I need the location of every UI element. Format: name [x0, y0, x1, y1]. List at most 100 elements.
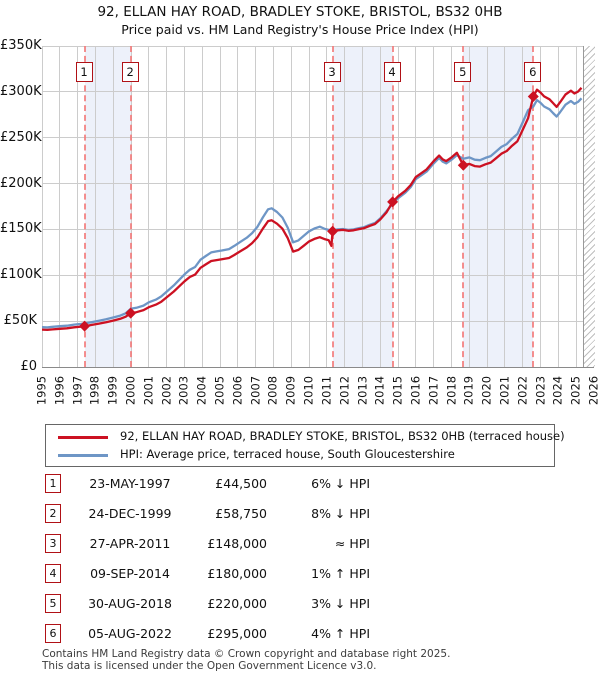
chart-subtitle: Price paid vs. HM Land Registry's House … [121, 22, 479, 37]
grid-line-horizontal [42, 91, 594, 93]
owned-period-band [463, 46, 534, 367]
grid-line-vertical [166, 46, 168, 367]
x-axis-year-label: 1995 [34, 375, 49, 406]
x-axis-year-label: 2014 [372, 375, 387, 406]
y-axis-tick-label: £350K [0, 38, 42, 53]
grid-line-vertical [522, 46, 524, 367]
grid-line-vertical [540, 46, 542, 367]
sale-marker [457, 159, 469, 171]
sale-marker [79, 320, 91, 332]
row-number-badge: 5 [45, 594, 61, 613]
x-axis-year-label: 2008 [265, 375, 280, 406]
event-line [462, 46, 465, 367]
sale-price: £58,750 [215, 506, 267, 521]
event-badge: 1 [75, 62, 93, 82]
hpi-relation: 3% ↓ HPI [311, 596, 370, 611]
event-badge: 5 [454, 62, 472, 82]
hpi-line [42, 97, 583, 329]
hpi-relation: 1% ↑ HPI [311, 566, 370, 581]
grid-line-vertical [362, 46, 364, 367]
grid-line-vertical [433, 46, 435, 367]
grid-line-vertical [415, 46, 417, 367]
legend-label: HPI: Average price, terraced house, Sout… [120, 447, 455, 461]
grid-line-horizontal [42, 320, 594, 322]
x-axis-year-label: 2004 [194, 375, 209, 406]
x-axis-year-label: 2026 [586, 375, 600, 406]
x-axis-year-label: 2016 [408, 375, 423, 406]
sale-price: £148,000 [207, 536, 267, 551]
grid-line-horizontal [42, 45, 594, 47]
sale-price: £44,500 [215, 476, 267, 491]
sale-price: £180,000 [207, 566, 267, 581]
x-axis-year-label: 2024 [550, 375, 565, 406]
footer-line-2: This data is licensed under the Open Gov… [42, 660, 377, 672]
y-axis-tick-label: £250K [0, 129, 42, 145]
event-badge: 4 [383, 62, 401, 82]
grid-line-vertical [308, 46, 310, 367]
hpi-relation: ≈ HPI [334, 536, 370, 551]
x-axis-year-label: 2001 [141, 375, 156, 406]
y-axis-tick-label: £200K [0, 175, 42, 191]
grid-line-horizontal [42, 366, 594, 368]
sale-date: 09-SEP-2014 [90, 566, 170, 581]
hpi-relation: 6% ↓ HPI [311, 476, 370, 491]
grid-line-vertical [486, 46, 488, 367]
legend: 92, ELLAN HAY ROAD, BRADLEY STOKE, BRIST… [45, 424, 565, 467]
event-line [331, 46, 334, 367]
x-axis-year-label: 2010 [301, 375, 316, 406]
sale-marker [125, 307, 137, 319]
sale-marker [527, 90, 539, 102]
event-badge: 2 [121, 62, 139, 82]
row-number-badge: 6 [45, 624, 61, 643]
grid-line-vertical [326, 46, 328, 367]
x-axis-year-label: 1997 [70, 375, 85, 406]
legend-item: HPI: Average price, terraced house, Sout… [46, 446, 554, 464]
grid-line-horizontal [42, 183, 594, 185]
x-axis-year-label: 2013 [355, 375, 370, 406]
x-axis-year-label: 2009 [283, 375, 298, 406]
sale-date: 05-AUG-2022 [88, 626, 172, 641]
event-line [83, 46, 86, 367]
sale-price: £220,000 [207, 596, 267, 611]
event-badge: 3 [323, 62, 341, 82]
grid-line-vertical [41, 46, 43, 367]
sale-date: 24-DEC-1999 [88, 506, 172, 521]
property-price-line [42, 87, 583, 332]
x-axis-year-label: 2025 [568, 375, 583, 406]
grid-line-horizontal [42, 274, 594, 276]
grid-line-vertical [77, 46, 79, 367]
sale-marker [327, 225, 339, 237]
sale-date: 23-MAY-1997 [89, 476, 171, 491]
y-axis-tick-label: £150K [0, 221, 42, 237]
row-number-badge: 4 [45, 564, 61, 583]
y-axis-tick-label: £0 [20, 359, 37, 374]
event-badge: 6 [524, 62, 542, 82]
x-axis-year-label: 1996 [52, 375, 67, 406]
y-axis-tick-label: £300K [0, 83, 42, 99]
grid-line-vertical [112, 46, 114, 367]
table-row: 1 23-MAY-1997 £44,500 6% ↓ HPI [0, 474, 600, 496]
grid-line-vertical [94, 46, 96, 367]
x-axis-year-label: 2011 [319, 375, 334, 406]
grid-line-vertical [237, 46, 239, 367]
x-axis-year-label: 1999 [105, 375, 120, 406]
legend-line-swatch [58, 454, 108, 457]
table-row: 4 09-SEP-2014 £180,000 1% ↑ HPI [0, 564, 600, 586]
legend-line-swatch [58, 436, 108, 439]
y-axis-tick-label: £50K [3, 313, 37, 329]
chart-title: 92, ELLAN HAY ROAD, BRADLEY STOKE, BRIST… [97, 4, 503, 20]
grid-line-vertical [201, 46, 203, 367]
sale-date: 27-APR-2011 [89, 536, 171, 551]
hpi-relation: 8% ↓ HPI [311, 506, 370, 521]
x-axis-year-label: 2015 [390, 375, 405, 406]
x-axis-year-label: 2018 [444, 375, 459, 406]
plot-area: 1 2 3 4 5 6 [41, 45, 595, 368]
grid-line-vertical [397, 46, 399, 367]
hpi-relation: 4% ↑ HPI [311, 626, 370, 641]
x-axis-year-label: 2020 [479, 375, 494, 406]
grid-line-vertical [59, 46, 61, 367]
table-row: 5 30-AUG-2018 £220,000 3% ↓ HPI [0, 594, 600, 616]
grid-line-vertical [272, 46, 274, 367]
grid-line-vertical [468, 46, 470, 367]
